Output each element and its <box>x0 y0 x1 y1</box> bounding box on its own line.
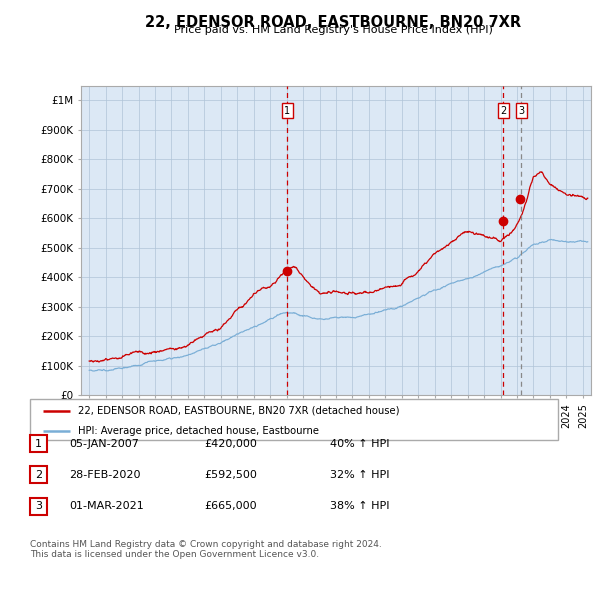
Text: 1: 1 <box>35 439 42 448</box>
FancyBboxPatch shape <box>30 399 558 440</box>
Text: Contains HM Land Registry data © Crown copyright and database right 2024.
This d: Contains HM Land Registry data © Crown c… <box>30 540 382 559</box>
Text: 3: 3 <box>35 502 42 511</box>
Text: Price paid vs. HM Land Registry's House Price Index (HPI): Price paid vs. HM Land Registry's House … <box>173 25 493 35</box>
Text: 38% ↑ HPI: 38% ↑ HPI <box>330 502 389 511</box>
Text: 05-JAN-2007: 05-JAN-2007 <box>69 439 139 448</box>
Text: 1: 1 <box>284 106 290 116</box>
Text: 40% ↑ HPI: 40% ↑ HPI <box>330 439 389 448</box>
Text: 22, EDENSOR ROAD, EASTBOURNE, BN20 7XR (detached house): 22, EDENSOR ROAD, EASTBOURNE, BN20 7XR (… <box>77 406 399 416</box>
Text: 32% ↑ HPI: 32% ↑ HPI <box>330 470 389 480</box>
Text: 01-MAR-2021: 01-MAR-2021 <box>69 502 144 511</box>
Text: £592,500: £592,500 <box>204 470 257 480</box>
FancyBboxPatch shape <box>30 435 47 452</box>
FancyBboxPatch shape <box>30 498 47 514</box>
Text: HPI: Average price, detached house, Eastbourne: HPI: Average price, detached house, East… <box>77 426 319 436</box>
Text: 28-FEB-2020: 28-FEB-2020 <box>69 470 140 480</box>
Text: 2: 2 <box>500 106 506 116</box>
Text: 2: 2 <box>35 470 42 480</box>
Text: 3: 3 <box>518 106 524 116</box>
Text: £420,000: £420,000 <box>204 439 257 448</box>
Text: £665,000: £665,000 <box>204 502 257 511</box>
Text: 22, EDENSOR ROAD, EASTBOURNE, BN20 7XR: 22, EDENSOR ROAD, EASTBOURNE, BN20 7XR <box>145 15 521 30</box>
FancyBboxPatch shape <box>30 467 47 483</box>
